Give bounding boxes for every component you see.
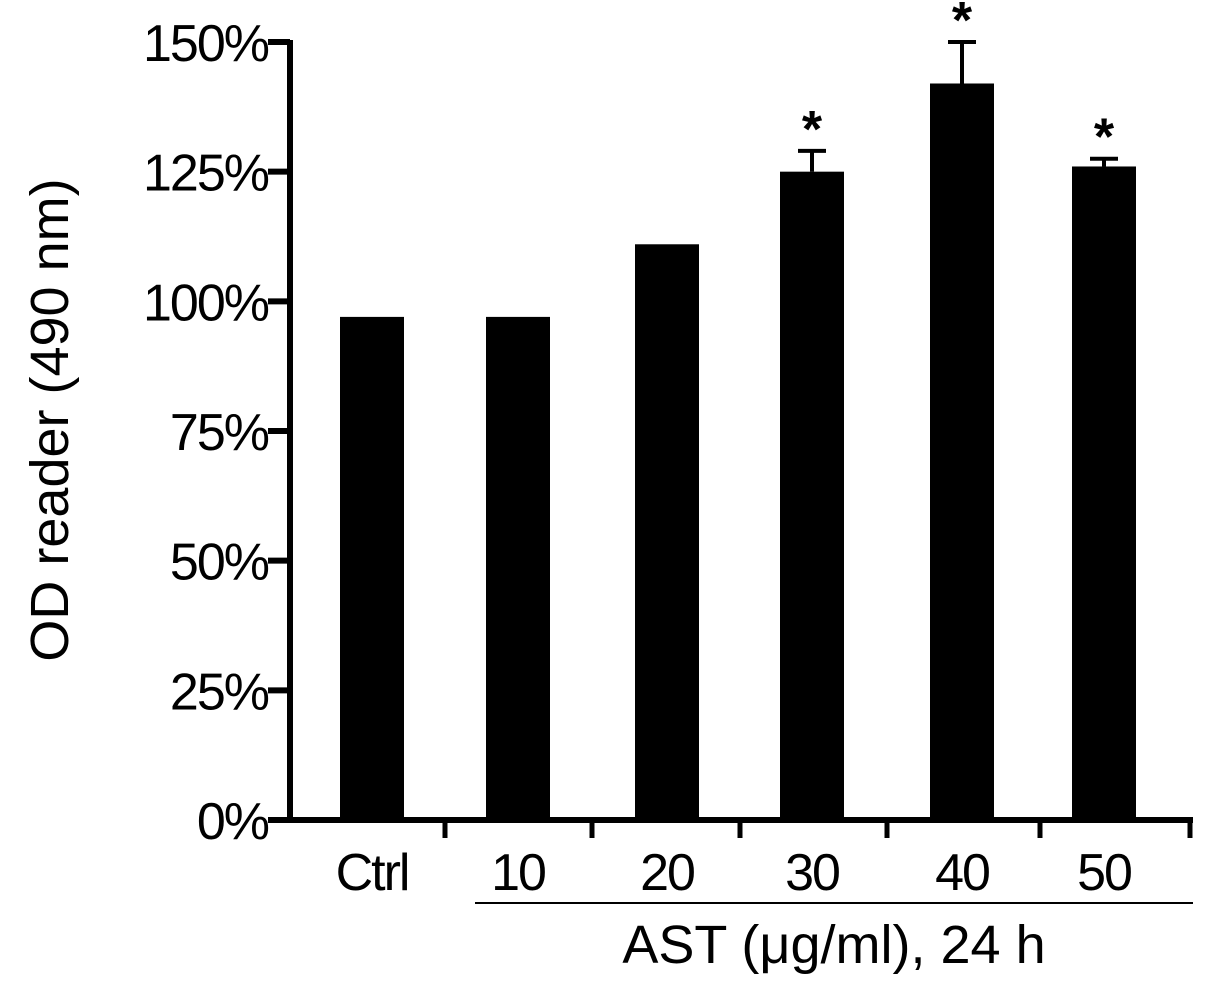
significance-star: *	[1094, 109, 1115, 167]
significance-star: *	[952, 0, 973, 50]
significance-star: *	[802, 101, 823, 159]
y-tick-label: 125%	[143, 145, 269, 203]
x-tick-label: 50	[1077, 844, 1131, 902]
y-axis-title: OD reader (490 nm)	[20, 178, 80, 661]
bar	[1072, 166, 1136, 821]
y-tick-label: 0%	[197, 793, 269, 851]
error-bars	[798, 40, 1118, 172]
y-tick-label: 150%	[143, 15, 269, 73]
x-tick-label: 10	[491, 844, 545, 902]
y-tick-label: 75%	[170, 404, 269, 462]
bar	[930, 83, 994, 820]
x-axis-ticks: Ctrl 10 20 30 40 50	[336, 820, 1193, 902]
bar	[780, 171, 844, 820]
bars	[340, 83, 1136, 821]
x-tick-label: 30	[785, 844, 839, 902]
y-tick-label: 100%	[143, 274, 269, 332]
bar	[340, 316, 404, 820]
x-tick-label: Ctrl	[336, 844, 409, 902]
bar	[635, 244, 699, 820]
x-axis-title: AST (μg/ml), 24 h	[622, 915, 1045, 975]
x-tick-label: 20	[640, 844, 694, 902]
y-axis-ticks: 0% 25% 50% 75% 100% 125% 150%	[143, 15, 290, 851]
y-tick-label: 50%	[170, 534, 269, 592]
significance-markers: * * *	[802, 0, 1115, 167]
bar	[486, 316, 550, 820]
x-tick-label: 40	[935, 844, 989, 902]
y-tick-label: 25%	[170, 663, 269, 721]
